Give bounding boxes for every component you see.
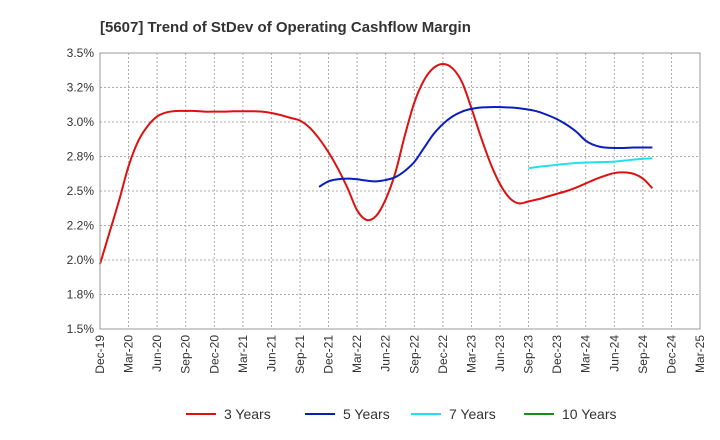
y-tick-label: 2.5% (67, 184, 95, 198)
y-tick-label: 2.8% (67, 150, 95, 164)
y-tick-label: 2.2% (67, 219, 95, 233)
x-tick-label: Sep-24 (636, 335, 650, 374)
x-tick-label: Sep-22 (407, 335, 421, 374)
x-tick-label: Jun-24 (607, 335, 621, 372)
y-tick-label: 1.8% (67, 288, 95, 302)
x-tick-label: Jun-20 (150, 335, 164, 372)
y-tick-label: 3.2% (67, 81, 95, 95)
x-tick-label: Dec-20 (207, 335, 221, 374)
x-tick-label: Mar-21 (236, 335, 250, 373)
x-tick-label: Dec-23 (550, 335, 564, 374)
legend-label-5-years: 5 Years (343, 406, 390, 422)
x-tick-label: Jun-22 (379, 335, 393, 372)
y-tick-label: 3.5% (67, 46, 95, 60)
x-tick-label: Jun-23 (493, 335, 507, 372)
series-line-5-years (318, 106, 653, 188)
x-tick-label: Mar-25 (693, 335, 707, 373)
x-tick-label: Mar-23 (464, 335, 478, 373)
x-tick-label: Dec-21 (322, 335, 336, 374)
x-tick-label: Sep-20 (179, 335, 193, 374)
legend-label-3-years: 3 Years (224, 406, 271, 422)
y-tick-label: 3.0% (67, 115, 95, 129)
x-tick-label: Sep-23 (522, 335, 536, 374)
x-tick-label: Mar-22 (350, 335, 364, 373)
y-tick-label: 2.0% (67, 253, 95, 267)
legend-label-10-years: 10 Years (562, 406, 617, 422)
x-tick-label: Mar-24 (579, 335, 593, 373)
y-tick-label: 1.5% (67, 322, 95, 336)
x-tick-label: Dec-19 (93, 335, 107, 374)
x-tick-label: Sep-21 (293, 335, 307, 374)
x-tick-label: Dec-22 (436, 335, 450, 374)
series-line-3-years (99, 63, 654, 265)
x-tick-label: Mar-20 (122, 335, 136, 373)
legend-label-7-years: 7 Years (449, 406, 496, 422)
series-line-7-years (528, 157, 653, 170)
series-lines (99, 63, 654, 265)
x-axis: Dec-19 Mar-20 Jun-20 Sep-20 Dec-20 Mar-21 Jun-… (93, 335, 707, 374)
x-tick-label: Jun-21 (264, 335, 278, 372)
y-axis: 1.5% 1.8% 2.0% 2.2% 2.5% 2.8% 3.0% 3.2% 3.5% (67, 46, 95, 336)
legend: 3 Years 5 Years 7 Years 10 Years (186, 406, 617, 422)
grid (100, 53, 700, 329)
chart-title: [5607] Trend of StDev of Operating Cashf… (100, 19, 471, 36)
x-tick-label: Dec-24 (664, 335, 678, 374)
plot-frame (99, 52, 701, 330)
